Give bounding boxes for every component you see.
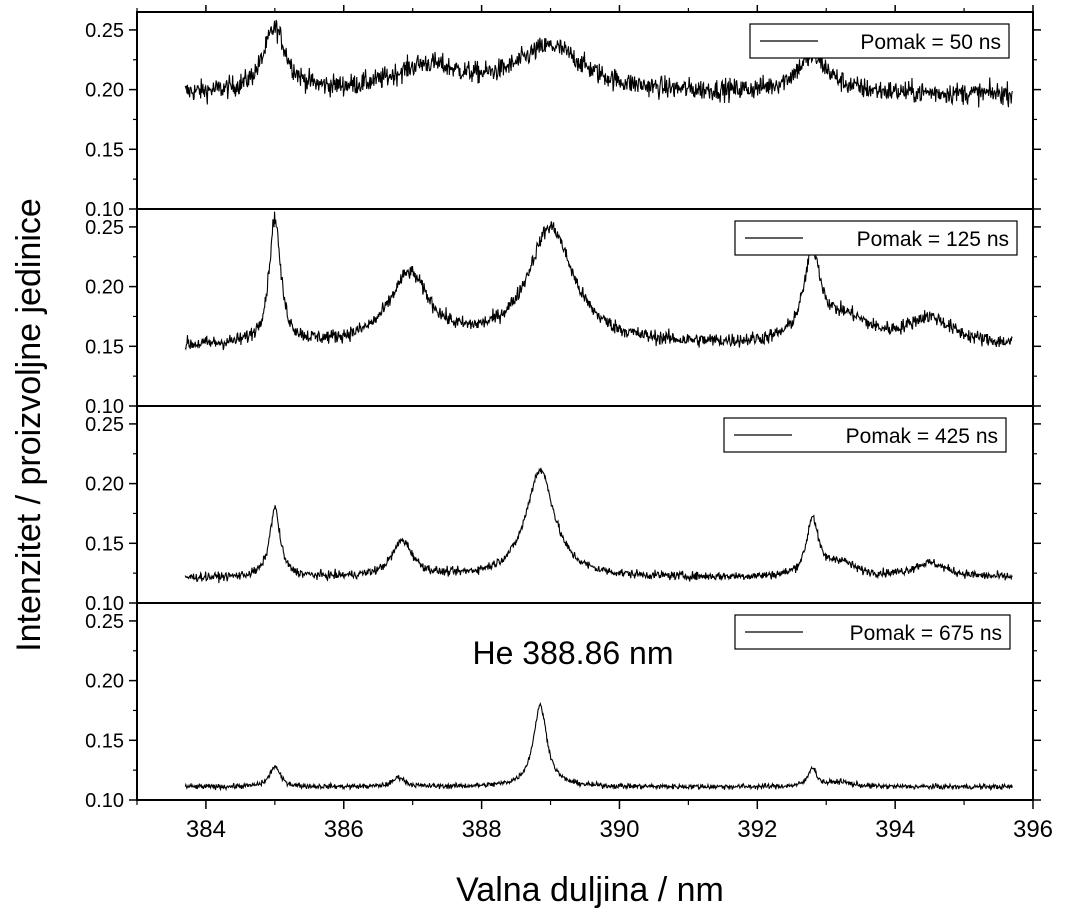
y-axis-title: Intenzitet / proizvoljne jedinice (10, 198, 48, 652)
x-axis: 384 386 388 390 392 394 396 (136, 5, 1053, 843)
y-tick-label: 0.10 (85, 593, 124, 615)
legend: Pomak = 50 ns (749, 23, 1010, 59)
y-tick-label: 0.25 (85, 611, 124, 633)
spectrum-series-2 (184, 211, 1013, 351)
legend-label: Pomak = 425 ns (846, 425, 998, 448)
y-tick-label: 0.20 (85, 277, 124, 299)
spectrum-series-3 (184, 467, 1013, 584)
y-tick-label: 0.10 (85, 396, 124, 418)
panel-1: 0.10 0.15 0.20 0.25 Pomak = 50 ns (85, 11, 1041, 221)
legend-label: Pomak = 125 ns (857, 228, 1009, 251)
x-axis-title: Valna duljina / nm (456, 871, 724, 909)
y-tick-label: 0.20 (85, 474, 124, 496)
x-tick-label: 394 (875, 816, 915, 843)
x-tick-label: 392 (737, 816, 777, 843)
y-tick-label: 0.15 (85, 139, 124, 161)
y-tick-label: 0.10 (85, 199, 124, 221)
legend-label: Pomak = 675 ns (850, 622, 1002, 645)
y-tick-label: 0.25 (85, 414, 124, 436)
legend-box (749, 23, 1010, 59)
stacked-panels: 0.10 0.15 0.20 0.25 Pomak = 50 ns 0.10 0.15 0.2… (85, 11, 1041, 812)
y-tick-label: 0.20 (85, 671, 124, 693)
x-tick-label: 384 (186, 816, 226, 843)
legend-box (734, 614, 1011, 650)
y-tick-label: 0.10 (85, 790, 124, 812)
spectrum-series-1 (184, 19, 1013, 108)
spectrum-series-4 (184, 701, 1013, 792)
x-tick-label: 386 (324, 816, 364, 843)
y-tick-label: 0.15 (85, 336, 124, 358)
legend-label: Pomak = 50 ns (860, 31, 1001, 54)
legend: Pomak = 675 ns (734, 614, 1011, 650)
x-tick-label: 396 (1013, 816, 1053, 843)
y-tick-label: 0.25 (85, 217, 124, 239)
legend: Pomak = 425 ns (723, 417, 1007, 453)
annotation-he-line: He 388.86 nm (472, 635, 673, 671)
panel-4: 0.10 0.15 0.20 0.25 Pomak = 675 ns (85, 602, 1041, 812)
panel-frame (136, 602, 1034, 801)
panel-3: 0.10 0.15 0.20 0.25 Pomak = 425 ns (85, 405, 1041, 615)
y-tick-label: 0.15 (85, 533, 124, 555)
y-tick-label: 0.15 (85, 730, 124, 752)
y-tick-label: 0.20 (85, 80, 124, 102)
x-tick-label: 388 (462, 816, 502, 843)
legend: Pomak = 125 ns (734, 220, 1018, 256)
panel-2: 0.10 0.15 0.20 0.25 Pomak = 125 ns (85, 208, 1041, 418)
x-tick-label: 390 (599, 816, 639, 843)
y-tick-label: 0.25 (85, 20, 124, 42)
